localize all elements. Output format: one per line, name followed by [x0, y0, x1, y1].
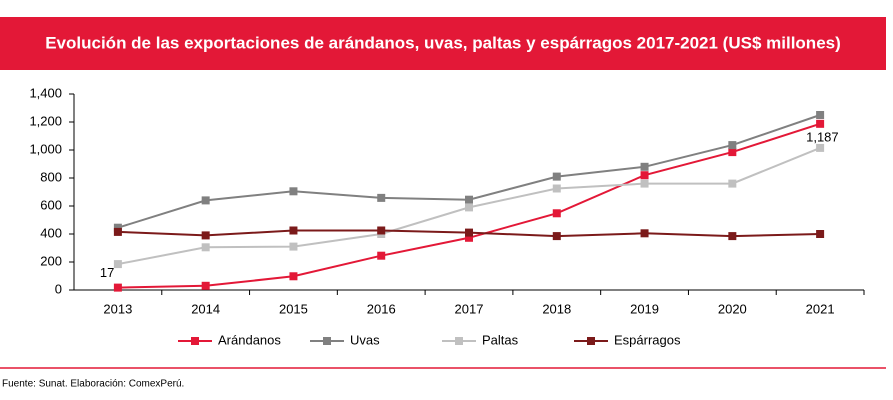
- source-note: Fuente: Sunat. Elaboración: ComexPerú.: [2, 379, 184, 390]
- point-marker: [728, 179, 737, 188]
- y-tick-label: 1,400: [29, 85, 62, 100]
- y-tick-label: 1,000: [29, 141, 62, 156]
- chart-title: Evolución de las exportaciones de aránda…: [45, 33, 841, 52]
- y-tick-label: 400: [40, 225, 62, 240]
- x-tick-label: 2013: [103, 301, 132, 316]
- x-tick-label: 2019: [630, 301, 659, 316]
- legend-label: Paltas: [482, 332, 519, 347]
- point-marker: [289, 226, 298, 235]
- point-marker: [640, 179, 649, 188]
- point-marker: [377, 193, 386, 202]
- x-tick-label: 2020: [718, 301, 747, 316]
- legend-marker: [587, 337, 595, 345]
- point-marker: [640, 162, 649, 171]
- legend-marker: [191, 337, 199, 345]
- x-tick-label: 2018: [542, 301, 571, 316]
- point-marker: [377, 251, 386, 260]
- point-marker: [113, 223, 122, 232]
- point-marker: [816, 111, 825, 119]
- y-tick-label: 1,200: [29, 113, 62, 128]
- point-marker: [816, 119, 825, 128]
- point-marker: [377, 226, 386, 235]
- data-label: 1,187: [806, 129, 839, 144]
- point-marker: [552, 232, 561, 241]
- point-marker: [552, 209, 561, 218]
- point-marker: [289, 272, 298, 281]
- point-marker: [201, 231, 210, 240]
- point-marker: [465, 203, 473, 212]
- x-tick-label: 2017: [455, 301, 484, 316]
- legend-label: Uvas: [350, 332, 380, 347]
- x-tick-label: 2021: [806, 301, 835, 316]
- point-marker: [289, 242, 298, 251]
- data-label: 17: [100, 265, 114, 280]
- point-marker: [465, 195, 473, 204]
- point-marker: [201, 196, 210, 205]
- point-marker: [728, 141, 737, 150]
- y-tick-label: 600: [40, 197, 62, 212]
- y-tick-label: 200: [40, 253, 62, 268]
- point-marker: [465, 228, 473, 237]
- legend-label: Arándanos: [218, 332, 281, 347]
- point-marker: [201, 281, 210, 290]
- y-tick-label: 0: [55, 281, 62, 296]
- point-marker: [465, 233, 473, 242]
- x-tick-label: 2016: [367, 301, 396, 316]
- x-tick-label: 2015: [279, 301, 308, 316]
- point-marker: [640, 229, 649, 238]
- point-marker: [289, 187, 298, 196]
- point-marker: [552, 172, 561, 181]
- point-marker: [201, 243, 210, 252]
- point-marker: [640, 171, 649, 180]
- point-marker: [113, 260, 122, 269]
- legend-marker: [323, 337, 331, 345]
- legend-label: Espárragos: [614, 332, 681, 347]
- point-marker: [816, 230, 825, 238]
- legend-marker: [455, 337, 463, 345]
- y-tick-label: 800: [40, 169, 62, 184]
- point-marker: [113, 227, 122, 236]
- point-marker: [113, 283, 122, 292]
- point-marker: [816, 143, 825, 152]
- point-marker: [728, 148, 737, 157]
- point-marker: [552, 184, 561, 193]
- x-tick-label: 2014: [191, 301, 220, 316]
- point-marker: [728, 232, 737, 241]
- title-bar: [0, 17, 886, 70]
